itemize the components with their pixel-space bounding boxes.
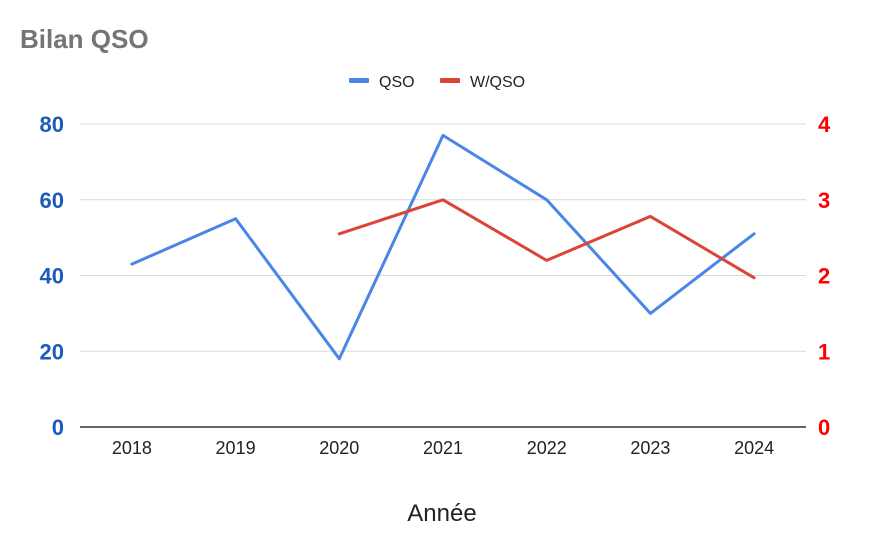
x-tick-label: 2018 [112, 438, 152, 458]
right-axis-ticks: 0 1 2 3 4 [818, 112, 831, 440]
x-axis-label: Année [407, 500, 476, 527]
legend-label-qso: QSO [379, 74, 415, 91]
x-tick-label: 2024 [734, 438, 774, 458]
legend-swatch-wqso [440, 78, 460, 83]
legend: QSO W/QSO [349, 74, 525, 91]
x-tick-label: 2021 [423, 438, 463, 458]
series-line-wqso [337, 198, 756, 280]
gridlines [80, 123, 806, 428]
x-tick-label: 2023 [630, 438, 670, 458]
x-tick-label: 2019 [216, 438, 256, 458]
x-tick-label: 2020 [319, 438, 359, 458]
left-tick-label: 40 [40, 264, 64, 289]
left-tick-label: 80 [40, 112, 64, 137]
right-tick-label: 0 [818, 415, 830, 440]
x-tick-label: 2022 [527, 438, 567, 458]
right-tick-label: 2 [818, 264, 830, 289]
series-line-qso [130, 133, 756, 361]
left-tick-label: 20 [40, 339, 64, 364]
legend-swatch-qso [349, 78, 369, 83]
right-tick-label: 3 [818, 188, 830, 213]
left-tick-label: 60 [40, 188, 64, 213]
left-tick-label: 0 [52, 415, 64, 440]
series [130, 133, 756, 361]
right-tick-label: 4 [818, 112, 831, 137]
right-tick-label: 1 [818, 339, 830, 364]
x-axis-ticks: 2018 2019 2020 2021 2022 2023 2024 [112, 438, 774, 458]
left-axis-ticks: 0 20 40 60 80 [40, 112, 64, 440]
chart-title: Bilan QSO [20, 24, 149, 54]
legend-label-wqso: W/QSO [470, 74, 525, 91]
